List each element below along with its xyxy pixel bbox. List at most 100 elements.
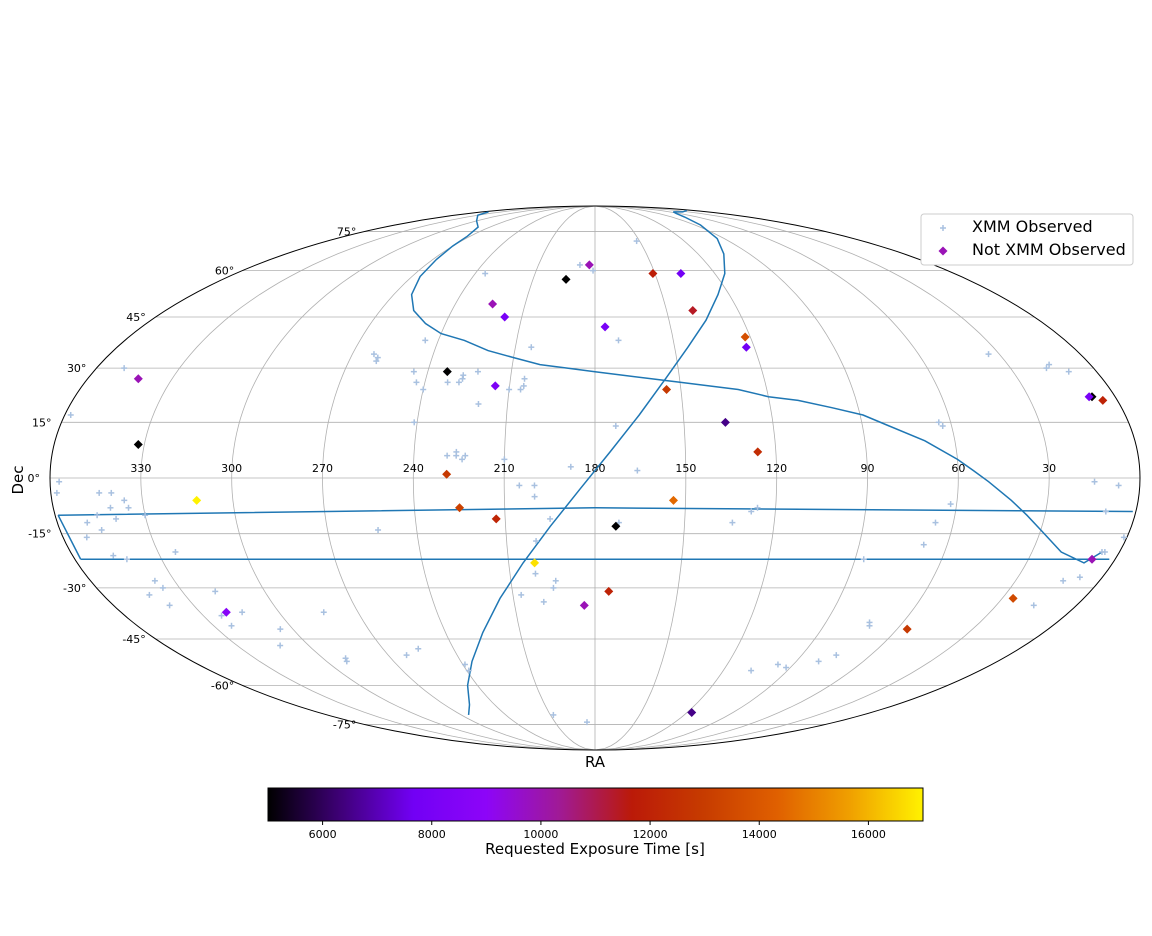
observed-point — [1101, 548, 1108, 555]
legend-entry-observed: XMM Observed — [972, 217, 1093, 236]
observed-point — [748, 667, 755, 674]
observed-point — [53, 489, 60, 496]
unobserved-point — [442, 367, 452, 377]
unobserved-point — [740, 332, 750, 342]
legend-marker-observed — [940, 225, 946, 231]
observed-point — [343, 658, 350, 665]
legend-diamond-marker — [938, 246, 948, 256]
ra-tick-label: 180 — [585, 462, 606, 475]
observed-point — [860, 556, 867, 563]
observed-point — [533, 538, 540, 545]
observed-point — [815, 658, 822, 665]
observed-point — [67, 411, 74, 418]
observed-point — [459, 375, 466, 382]
unobserved-point — [1008, 593, 1018, 603]
observed-point — [547, 515, 554, 522]
observed-point — [84, 519, 91, 526]
observed-point — [552, 577, 559, 584]
unobserved-point — [741, 342, 751, 352]
x-axis-label: RA — [585, 753, 606, 771]
observed-points — [53, 238, 1127, 726]
observed-point — [474, 368, 481, 375]
ra-gridline — [322, 206, 596, 750]
dec-tick-labels: 75° 60° 45° 30° 15° 0° -15° -30° -45° -60° -75° — [28, 226, 357, 732]
unobserved-point — [488, 299, 498, 309]
colorbar-tick-label: 10000 — [523, 828, 558, 841]
ra-gridline — [412, 206, 596, 750]
observed-point — [520, 382, 527, 389]
observed-point — [774, 661, 781, 668]
observed-point — [615, 519, 622, 526]
observed-point — [567, 463, 574, 470]
colorbar: 6000 8000 10000 12000 14000 16000 Requested E… — [267, 787, 924, 858]
ra-tick-label: 150 — [675, 462, 696, 475]
unobserved-point — [133, 439, 143, 449]
observed-point — [866, 622, 873, 629]
observed-point — [320, 609, 327, 616]
unobserved-point — [611, 521, 621, 531]
dec-tick-label: 60° — [215, 265, 235, 278]
ra-tick-label: 210 — [494, 462, 515, 475]
observed-point — [375, 526, 382, 533]
observed-point — [121, 497, 128, 504]
unobserved-point — [604, 586, 614, 596]
observed-point — [754, 504, 761, 511]
colorbar-tick-label: 6000 — [309, 828, 337, 841]
dec-tick-label: -45° — [122, 633, 145, 646]
observed-point — [374, 354, 381, 361]
observed-point — [947, 501, 954, 508]
unobserved-point — [1084, 392, 1094, 402]
observed-point — [521, 375, 528, 382]
dec-tick-label: 30° — [67, 362, 87, 375]
observed-point — [212, 588, 219, 595]
observed-point — [783, 664, 790, 671]
observed-point — [1102, 508, 1109, 515]
unobserved-point — [490, 381, 500, 391]
galactic-band-edge — [57, 514, 82, 560]
observed-point — [517, 386, 524, 393]
observed-point — [528, 344, 535, 351]
observed-point — [465, 667, 472, 674]
ra-gridline — [503, 206, 596, 750]
unobserved-point — [753, 447, 763, 457]
dec-tick-label: -60° — [211, 679, 234, 692]
colorbar-tick-label: 8000 — [418, 828, 446, 841]
observed-point — [373, 358, 380, 365]
dec-tick-label: 45° — [126, 311, 146, 324]
observed-point — [1030, 602, 1037, 609]
observed-point — [166, 602, 173, 609]
observed-point — [531, 493, 538, 500]
unobserved-point — [133, 374, 143, 384]
observed-point — [107, 504, 114, 511]
dec-tick-label: -15° — [28, 528, 51, 541]
observed-point — [1060, 577, 1067, 584]
observed-point — [518, 591, 525, 598]
graticule — [50, 206, 1140, 750]
ra-tick-label: 240 — [403, 462, 424, 475]
observed-point — [444, 379, 451, 386]
observed-point — [459, 456, 466, 463]
observed-point — [94, 512, 101, 519]
observed-point — [1091, 478, 1098, 485]
observed-point — [833, 652, 840, 659]
observed-point — [501, 456, 508, 463]
observed-point — [935, 419, 942, 426]
observed-point — [403, 652, 410, 659]
observed-point — [121, 365, 128, 372]
ra-tick-label: 90 — [861, 462, 875, 475]
observed-point — [482, 270, 489, 277]
observed-point — [342, 655, 349, 662]
galactic-band-upper — [58, 507, 1133, 516]
colorbar-ticks: 6000 8000 10000 12000 14000 16000 — [309, 821, 886, 841]
observed-point — [218, 612, 225, 619]
unobserved-point — [648, 269, 658, 279]
observed-point — [506, 386, 513, 393]
observed-point — [633, 238, 640, 245]
observed-point — [422, 337, 429, 344]
observed-point — [532, 570, 539, 577]
colorbar-gradient — [267, 787, 924, 822]
observed-point — [462, 452, 469, 459]
unobserved-point — [902, 624, 912, 634]
observed-point — [420, 386, 427, 393]
